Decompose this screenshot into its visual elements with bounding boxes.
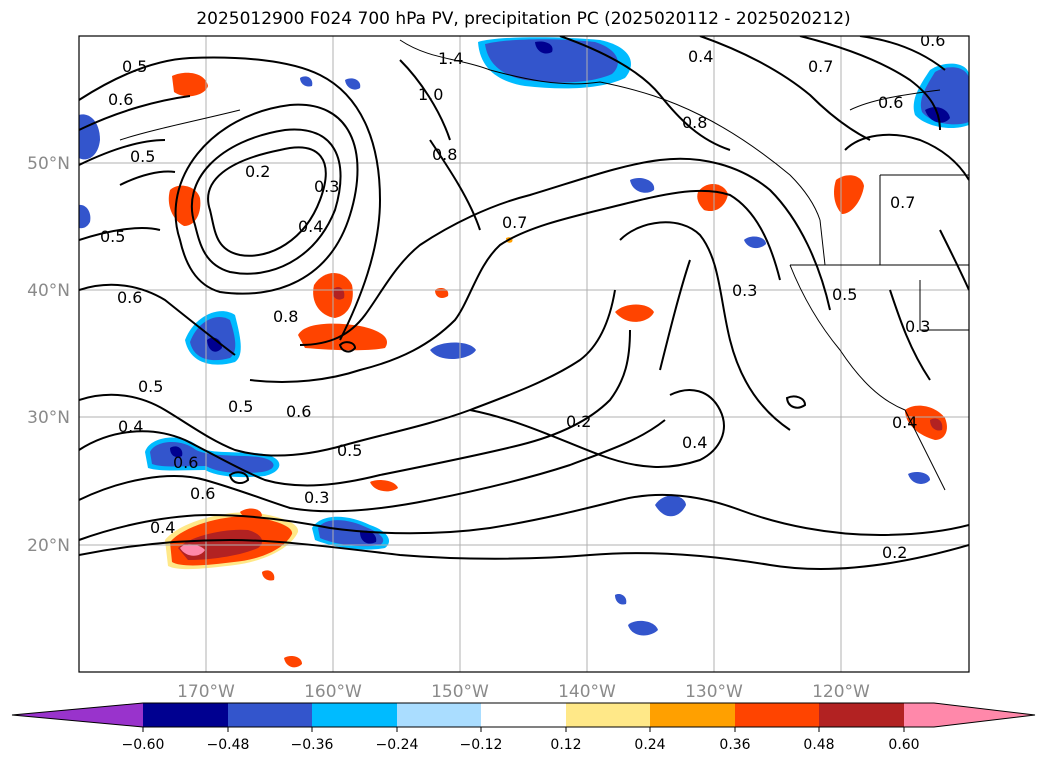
latitude-labels: 50°N 40°N 30°N 20°N xyxy=(27,154,70,556)
colorbar: −0.60 −0.48 −0.36 −0.24 −0.12 0.12 0.24 … xyxy=(11,702,1036,753)
map-title: 2025012900 F024 700 hPa PV, precipitatio… xyxy=(196,9,851,29)
colorbar-tick-label: −0.60 xyxy=(122,737,165,753)
contour-label: 0.6 xyxy=(108,90,133,109)
contour-labels: 0.5 0.6 0.5 0.5 0.6 0.5 0.4 0.2 0.3 0.4 … xyxy=(100,31,945,562)
colorbar-tick-label: 0.12 xyxy=(550,737,581,753)
contour-label: 0.2 xyxy=(245,162,270,181)
colorbar-swatch xyxy=(650,703,735,727)
colorbar-extend-high xyxy=(904,703,1035,727)
contour-label: 0.3 xyxy=(314,177,339,196)
contour-label: 0.4 xyxy=(688,47,713,66)
colorbar-swatch xyxy=(312,703,397,727)
colorbar-swatch xyxy=(566,703,650,727)
colorbar-tick-label: −0.48 xyxy=(207,737,250,753)
contour-label: 1.4 xyxy=(438,49,463,68)
contour-label: 0.8 xyxy=(273,307,298,326)
contour-label: 0.5 xyxy=(122,57,147,76)
longitude-labels: 170°W 160°W 150°W 140°W 130°W 120°W xyxy=(177,682,870,702)
lat-label: 20°N xyxy=(27,536,70,556)
contour-label: 0.5 xyxy=(337,441,362,460)
contour-label: 0.7 xyxy=(502,213,527,232)
colorbar-swatch xyxy=(819,703,904,727)
contour-label: 0.6 xyxy=(286,402,311,421)
contour-label: 1.0 xyxy=(418,85,443,104)
contour-label: 0.4 xyxy=(682,433,707,452)
contour-label: 0.8 xyxy=(432,145,457,164)
colorbar-tick-label: 0.24 xyxy=(634,737,665,753)
colorbar-tick-label: 0.48 xyxy=(803,737,834,753)
contour-label: 0.2 xyxy=(882,543,907,562)
contour-label: 0.6 xyxy=(920,31,945,50)
colorbar-tick-label: 0.36 xyxy=(719,737,750,753)
contour-label: 0.8 xyxy=(682,113,707,132)
lon-label: 140°W xyxy=(558,682,616,702)
colorbar-tick-label: −0.12 xyxy=(460,737,503,753)
contour-label: 0.3 xyxy=(905,317,930,336)
contour-label: 0.5 xyxy=(832,285,857,304)
pv-contours xyxy=(79,36,969,570)
contour-label: 0.4 xyxy=(298,217,323,236)
contour-label: 0.3 xyxy=(732,281,757,300)
lat-label: 30°N xyxy=(27,408,70,428)
colorbar-tick-label: −0.24 xyxy=(376,737,419,753)
contour-label: 0.2 xyxy=(566,412,591,431)
contour-label: 0.4 xyxy=(150,518,175,537)
contour-label: 0.5 xyxy=(228,397,253,416)
contour-label: 0.4 xyxy=(118,417,143,436)
lon-label: 120°W xyxy=(812,682,870,702)
colorbar-tick-label: −0.36 xyxy=(291,737,334,753)
contour-label: 0.6 xyxy=(117,288,142,307)
lat-label: 50°N xyxy=(27,154,70,174)
colorbar-swatch xyxy=(397,703,481,727)
contour-label: 0.7 xyxy=(808,57,833,76)
coastlines xyxy=(119,39,969,491)
colorbar-swatch xyxy=(735,703,819,727)
contour-label: 0.6 xyxy=(878,93,903,112)
colorbar-swatch xyxy=(143,703,228,727)
lon-label: 160°W xyxy=(304,682,362,702)
lon-label: 170°W xyxy=(177,682,235,702)
colorbar-extend-low xyxy=(12,703,143,727)
precip-negative-patches xyxy=(79,37,969,636)
contour-label: 0.6 xyxy=(190,484,215,503)
contour-label: 0.5 xyxy=(100,227,125,246)
lat-label: 40°N xyxy=(27,281,70,301)
colorbar-tick-label: 0.60 xyxy=(888,737,919,753)
contour-label: 0.5 xyxy=(138,377,163,396)
colorbar-swatch xyxy=(481,703,566,727)
lon-label: 130°W xyxy=(685,682,743,702)
contour-label: 0.4 xyxy=(892,413,917,432)
contour-label: 0.3 xyxy=(304,488,329,507)
contour-label: 0.7 xyxy=(890,193,915,212)
lon-label: 150°W xyxy=(431,682,489,702)
colorbar-swatch xyxy=(228,703,312,727)
map-frame xyxy=(78,35,970,673)
contour-label: 0.5 xyxy=(130,147,155,166)
contour-label: 0.6 xyxy=(173,453,198,472)
